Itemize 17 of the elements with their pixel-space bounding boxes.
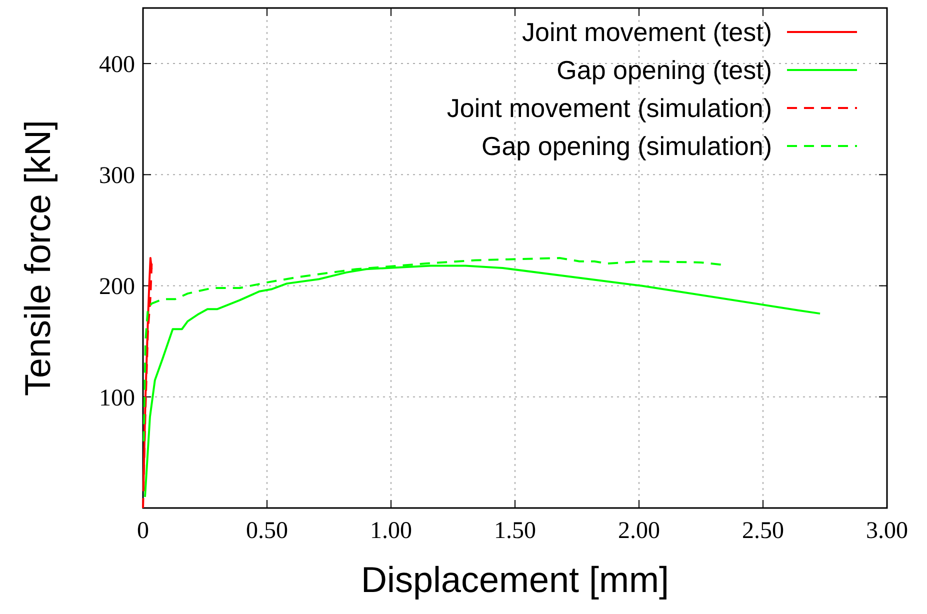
y-tick-label: 400 <box>99 52 135 78</box>
x-tick-label: 0 <box>137 518 149 544</box>
y-axis-title: Tensile force [kN] <box>17 120 58 396</box>
x-axis-title: Displacement [mm] <box>360 559 670 600</box>
x-tick-label: 1.00 <box>370 518 412 544</box>
x-tick-label: 1.50 <box>494 518 536 544</box>
legend-label: Gap opening (test) <box>556 55 772 86</box>
legend-label: Joint movement (test) <box>522 17 772 48</box>
legend-label: Gap opening (simulation) <box>482 131 772 162</box>
x-tick-label: 2.50 <box>742 518 784 544</box>
y-tick-label: 100 <box>99 385 135 412</box>
y-tick-label: 300 <box>99 163 135 190</box>
y-tick-label: 200 <box>99 274 135 300</box>
x-tick-label: 0.50 <box>246 518 288 544</box>
x-tick-label: 3.00 <box>866 518 908 544</box>
legend-label: Joint movement (simulation) <box>446 93 772 124</box>
x-tick-label: 2.00 <box>618 518 660 544</box>
